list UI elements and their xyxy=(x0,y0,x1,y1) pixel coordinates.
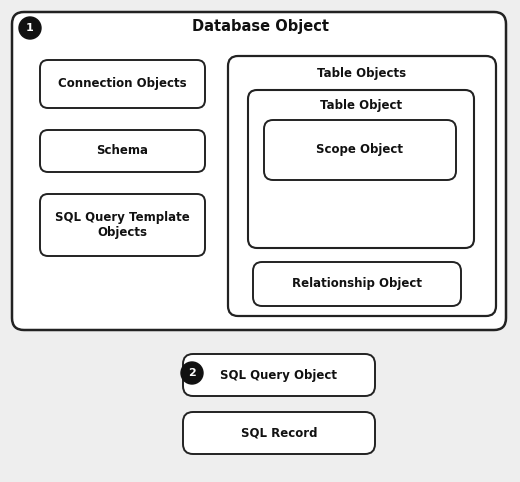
Text: Database Object: Database Object xyxy=(191,18,329,34)
Text: 1: 1 xyxy=(26,23,34,33)
Text: Connection Objects: Connection Objects xyxy=(58,78,187,91)
FancyBboxPatch shape xyxy=(248,90,474,248)
Text: 2: 2 xyxy=(188,368,196,378)
FancyBboxPatch shape xyxy=(40,130,205,172)
FancyBboxPatch shape xyxy=(12,12,506,330)
Text: SQL Record: SQL Record xyxy=(241,427,317,440)
Text: SQL Query Object: SQL Query Object xyxy=(220,369,337,381)
FancyBboxPatch shape xyxy=(228,56,496,316)
FancyBboxPatch shape xyxy=(253,262,461,306)
FancyBboxPatch shape xyxy=(183,354,375,396)
FancyBboxPatch shape xyxy=(40,60,205,108)
FancyBboxPatch shape xyxy=(264,120,456,180)
FancyBboxPatch shape xyxy=(40,194,205,256)
Text: Relationship Object: Relationship Object xyxy=(292,278,422,291)
Circle shape xyxy=(181,362,203,384)
FancyBboxPatch shape xyxy=(183,412,375,454)
Text: Table Objects: Table Objects xyxy=(317,67,407,80)
Text: Schema: Schema xyxy=(97,145,149,158)
Text: Table Object: Table Object xyxy=(320,99,402,112)
Text: SQL Query Template
Objects: SQL Query Template Objects xyxy=(55,211,190,239)
Circle shape xyxy=(19,17,41,39)
Text: Scope Object: Scope Object xyxy=(317,144,404,157)
